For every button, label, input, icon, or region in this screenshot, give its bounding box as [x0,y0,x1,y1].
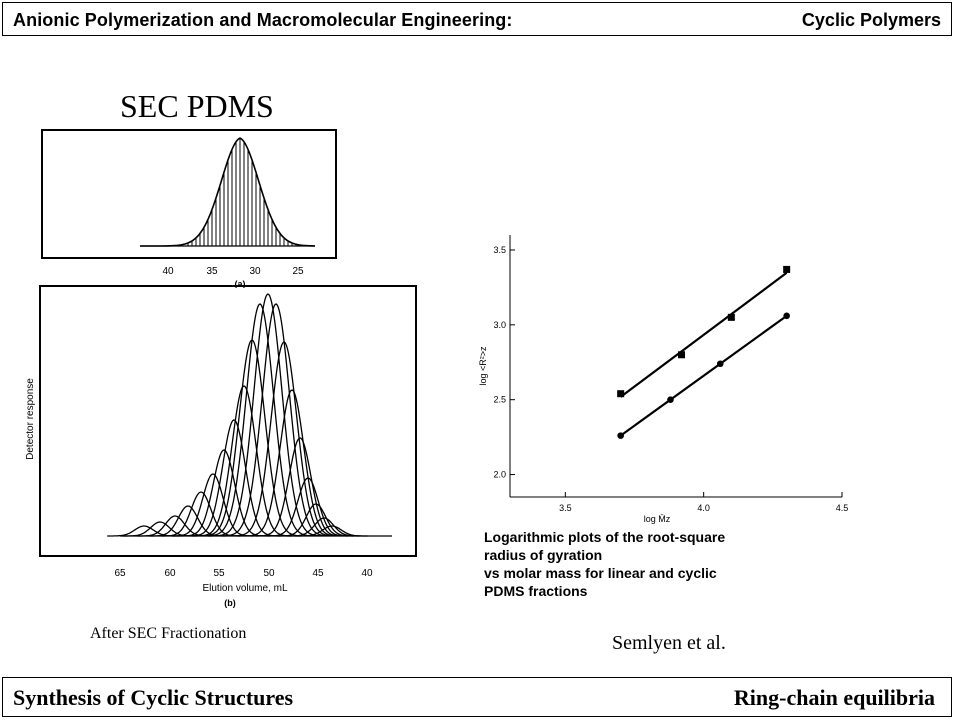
header-topic: Cyclic Polymers [801,10,941,30]
panel-a-tick: 40 [162,266,174,277]
data-point-square [783,265,791,273]
panel-b-xlabel: Elution volume, mL [202,583,287,594]
fraction-peak [181,449,267,537]
fraction-peak [161,491,241,537]
panel-b-tick: 65 [114,568,126,579]
fraction-peak [244,389,340,537]
data-point-square [617,390,625,398]
plot-caption-line: PDMS fractions [484,583,588,599]
chart-xlabel: log M̄z [644,514,671,524]
data-point-square [727,313,735,321]
panel-a-tick: 35 [206,266,218,277]
plot-caption-line: Logarithmic plots of the root-square [484,529,726,545]
panel-a-tick: 25 [292,266,304,277]
slide-title: SEC PDMS [120,88,274,124]
fraction-peak [205,303,315,537]
caption-source: Semlyen et al. [612,632,726,654]
chart-y-ticks: 2.0 2.5 3.0 3.5 [493,245,515,480]
panel-b-tick: 50 [263,568,275,579]
panel-b-tick: 45 [312,568,324,579]
panel-b-fraction-curves [107,293,369,537]
log-rg-vs-log-mz-chart: 2.0 2.5 3.0 3.5 3.5 4.0 4.5 log <R²>z log M̄z [478,235,848,524]
x-tick-label: 3.5 [559,503,572,513]
series-fit-line [620,314,788,437]
panel-b-x-ticks: 65 60 55 50 45 40 [114,568,373,579]
x-tick-label: 4.0 [697,503,710,513]
data-point-circle [716,360,724,368]
plot-caption-line: radius of gyration [484,547,603,563]
fraction-peak [267,477,349,537]
x-tick-label: 4.5 [836,503,849,513]
fraction-peak [212,293,323,537]
panel-b-tick: 60 [164,568,176,579]
y-tick-label: 3.5 [493,245,506,255]
plot-caption-line: vs molar mass for linear and cyclic [484,565,717,581]
panel-b-tick: 55 [213,568,225,579]
y-tick-label: 3.0 [493,320,506,330]
fraction-peak [277,503,355,537]
panel-b-frame [39,285,417,557]
footer-subtopic: Ring-chain equilibria [733,685,935,710]
fraction-peak [188,419,279,537]
panel-a-frame [41,129,337,259]
fraction-peak [172,473,253,537]
panel-b-label: (b) [224,598,236,608]
fraction-peak [256,437,344,537]
sec-trace-panel-a: 40 35 30 25 (a) [41,129,337,288]
panel-b-ylabel: Detector response [25,378,36,460]
data-point-circle [617,432,624,439]
panel-a-hatch-lines [187,138,301,246]
header-title: Anionic Polymerization and Macromolecula… [13,10,513,30]
chart-x-ticks: 3.5 4.0 4.5 [559,492,848,513]
data-point-circle [667,396,674,403]
data-point-circle [783,312,790,320]
fraction-peak [221,303,331,537]
panel-a-label: (a) [235,279,246,288]
chart-series-markers [617,265,791,439]
data-point-square [678,351,686,359]
series-fit-line [620,271,788,398]
panel-a-tick: 30 [249,266,261,277]
chart-series-lines [620,271,788,437]
footer-topic: Synthesis of Cyclic Structures [13,685,294,710]
sec-fractions-panel-b: Detector response 65 60 55 50 45 40 Elut… [25,285,417,608]
y-tick-label: 2.5 [493,395,506,405]
header-bar: Anionic Polymerization and Macromolecula… [2,2,952,36]
plot-caption: Logarithmic plots of the root-square rad… [484,528,784,600]
fraction-peak [196,385,292,537]
caption-after-fractionation: After SEC Fractionation [90,625,247,642]
footer-bar: Synthesis of Cyclic Structures Ring-chai… [2,677,952,717]
y-tick-label: 2.0 [493,470,506,480]
panel-b-tick: 40 [361,568,373,579]
fraction-peak [232,341,336,537]
chart-ylabel: log <R²>z [478,346,488,386]
panel-a-x-ticks: 40 35 30 25 [162,266,304,277]
